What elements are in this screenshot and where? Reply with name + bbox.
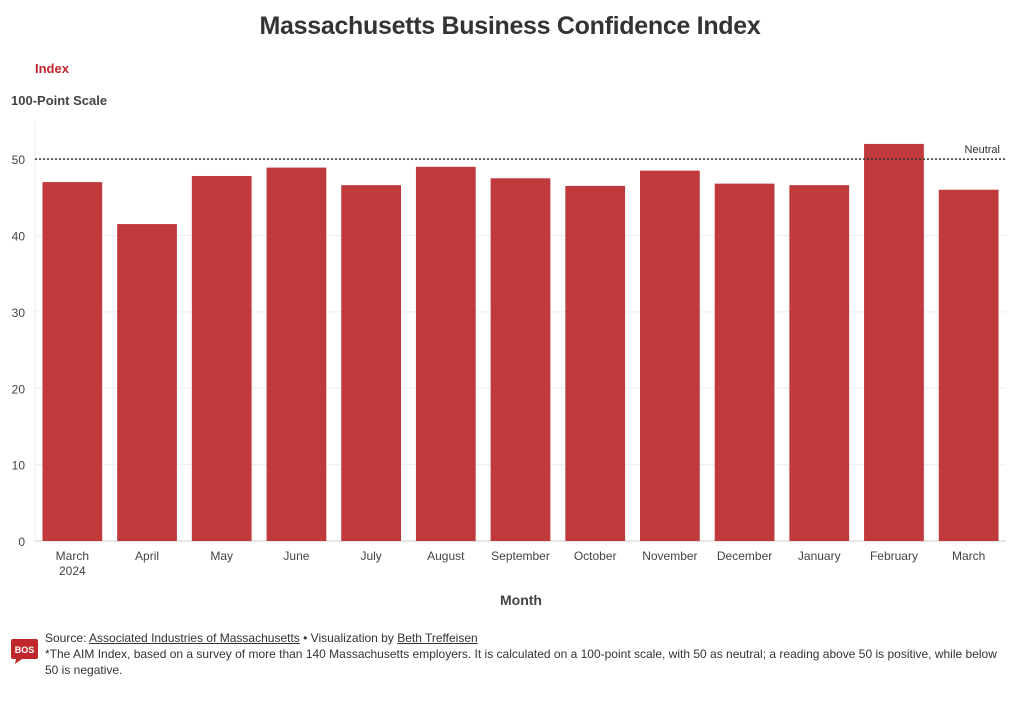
source-prefix: Source: bbox=[45, 631, 87, 645]
bar[interactable] bbox=[565, 185, 626, 541]
y-tick-label: 40 bbox=[12, 230, 26, 244]
viz-prefix: • Visualization by bbox=[299, 631, 398, 645]
bar[interactable] bbox=[864, 143, 924, 541]
x-tick-label: December bbox=[717, 549, 772, 563]
bar[interactable] bbox=[490, 178, 551, 542]
x-tick-label: August bbox=[427, 549, 465, 563]
y-tick-label: 30 bbox=[12, 306, 26, 320]
y-axis-title: 100-Point Scale bbox=[11, 93, 108, 108]
x-tick-label: March bbox=[952, 549, 985, 563]
bos-logo-icon: BOS bbox=[11, 639, 38, 664]
neutral-reference-line: Neutral bbox=[35, 144, 1006, 160]
bar[interactable] bbox=[42, 182, 103, 541]
logo-text: BOS bbox=[15, 645, 35, 655]
bar[interactable] bbox=[789, 185, 850, 542]
bar[interactable] bbox=[714, 183, 775, 542]
x-tick-label: July bbox=[360, 549, 381, 563]
y-axis-ticks: 0 10 20 30 40 50 bbox=[12, 153, 26, 549]
bar[interactable] bbox=[938, 189, 999, 541]
bar[interactable] bbox=[117, 224, 177, 541]
footer-text: Source: Associated Industries of Massach… bbox=[45, 630, 1005, 678]
x-tick-label: May bbox=[210, 549, 233, 563]
source-link[interactable]: Associated Industries of Massachusetts bbox=[89, 631, 300, 645]
x-tick-label: October bbox=[574, 549, 617, 563]
bars bbox=[42, 143, 999, 542]
bar[interactable] bbox=[341, 185, 401, 542]
x-tick-label: March bbox=[56, 549, 89, 563]
neutral-label: Neutral bbox=[965, 144, 1000, 156]
bar[interactable] bbox=[640, 170, 700, 542]
x-axis-title: Month bbox=[500, 592, 542, 608]
chart-title: Massachusetts Business Confidence Index bbox=[259, 12, 761, 40]
x-tick-label: January bbox=[798, 549, 841, 563]
y-tick-label: 20 bbox=[12, 382, 26, 396]
x-tick-label: February bbox=[870, 549, 918, 563]
x-tick-label: September bbox=[491, 549, 550, 563]
x-tick-label: November bbox=[642, 549, 697, 563]
x-tick-label: June bbox=[283, 549, 309, 563]
bar[interactable] bbox=[266, 167, 327, 541]
x-tick-label: 2024 bbox=[59, 564, 86, 578]
footnote: *The AIM Index, based on a survey of mor… bbox=[45, 647, 997, 677]
bar[interactable] bbox=[415, 166, 476, 541]
legend-label[interactable]: Index bbox=[35, 61, 69, 76]
y-tick-label: 10 bbox=[12, 459, 26, 473]
x-tick-label: April bbox=[135, 549, 159, 563]
author-link[interactable]: Beth Treffeisen bbox=[397, 631, 478, 645]
bar[interactable] bbox=[191, 175, 252, 541]
y-tick-label: 50 bbox=[12, 153, 26, 167]
y-tick-label: 0 bbox=[18, 535, 25, 549]
